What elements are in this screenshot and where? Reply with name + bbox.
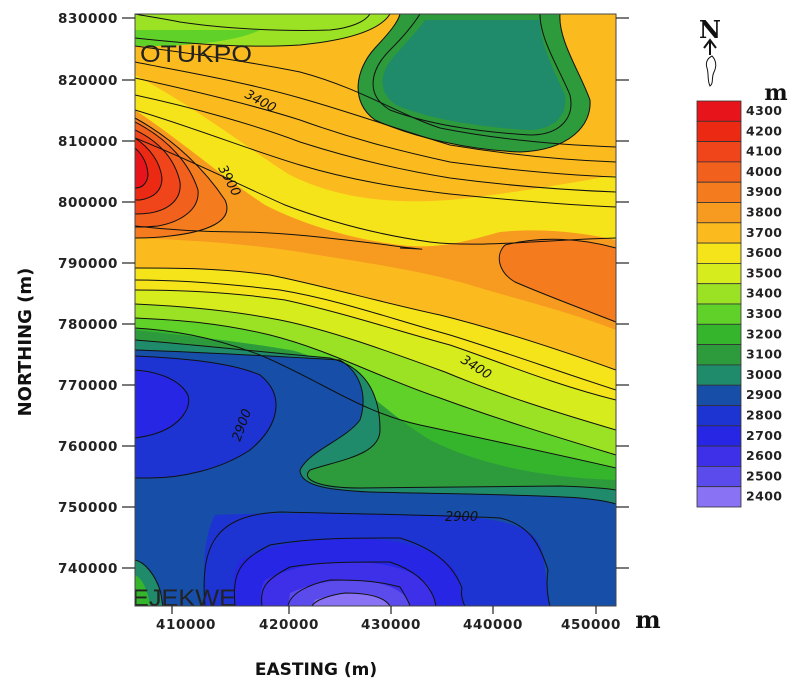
legend-swatch (696, 141, 742, 163)
y-tick-label: 770000 (58, 378, 118, 394)
x-unit-label: m (635, 605, 660, 634)
y-tick-labels: 830000 820000 810000 800000 790000 78000… (58, 11, 118, 577)
legend-label: 2400 (746, 489, 782, 504)
legend-swatch (696, 202, 742, 224)
legend-label: 4000 (746, 164, 782, 179)
legend-label: 2900 (746, 387, 782, 402)
contour-label-2900-lower: 2900 (445, 510, 478, 525)
y-tick-label: 780000 (58, 317, 118, 333)
legend-swatch (696, 364, 742, 386)
x-axis (171, 606, 597, 614)
legend-label: 3800 (746, 205, 782, 220)
legend-swatch (696, 262, 742, 285)
color-legend: 4300 4200 4100 4000 3900 3800 3700 3600 3500 3400… (696, 100, 782, 508)
legend-swatch (696, 303, 742, 325)
legend-label: 3500 (746, 265, 782, 280)
legend-label: 4100 (746, 144, 782, 159)
north-letter: N (699, 15, 721, 44)
legend-label: 2800 (746, 408, 782, 423)
x-tick-label: 410000 (156, 617, 216, 633)
legend-label: 3400 (746, 286, 782, 301)
legend-label: 2600 (746, 448, 782, 463)
legend-label: 4300 (746, 103, 782, 118)
legend-swatch (696, 100, 742, 122)
band-3300-topleft (135, 30, 260, 46)
legend-swatch (696, 486, 742, 508)
y-tick-label: 820000 (58, 73, 118, 89)
band-3100-southwest (135, 575, 150, 606)
legend-label: 3900 (746, 184, 782, 199)
band-3000-north-inner (382, 20, 566, 130)
x-tick-label: 450000 (561, 617, 621, 633)
x-tick-label: 440000 (463, 617, 523, 633)
x-tick-labels: 410000 420000 430000 440000 450000 (156, 617, 621, 633)
legend-label: 3200 (746, 326, 782, 341)
legend-unit: m (764, 80, 787, 106)
place-label-otukpo: OTUKPO (140, 41, 252, 68)
x-tick-label: 430000 (361, 617, 421, 633)
y-axis (122, 17, 629, 569)
legend-label: 2500 (746, 468, 782, 483)
plot-frame (134, 13, 617, 607)
y-tick-label: 790000 (58, 256, 118, 272)
legend-swatch (696, 323, 742, 345)
legend-swatch (696, 242, 742, 264)
y-axis-title: NORTHING (m) (15, 268, 36, 417)
legend-swatch (696, 425, 742, 447)
place-label-ejekwe: EJEKWE (132, 585, 236, 612)
legend-swatch (696, 445, 742, 467)
legend-swatch (696, 161, 742, 183)
legend-label: 3700 (746, 225, 782, 240)
y-tick-label: 810000 (58, 134, 118, 150)
y-tick-label: 740000 (58, 561, 118, 577)
y-tick-label: 750000 (58, 500, 118, 516)
contour-plot-area: 3400 3900 3400 2900 2900 OTUKPO EJEKWE (132, 14, 616, 612)
legend-swatch (696, 120, 742, 143)
band-3900 (135, 118, 616, 322)
band-3800 (135, 110, 616, 330)
legend-swatch (696, 283, 742, 305)
band-2700-west (135, 370, 189, 438)
y-tick-label: 830000 (58, 11, 118, 27)
legend-swatch (696, 405, 742, 427)
legend-label: 4200 (746, 123, 782, 138)
legend-label: 3000 (746, 367, 782, 382)
y-tick-label: 800000 (58, 195, 118, 211)
band-4300 (135, 148, 148, 188)
x-tick-label: 420000 (259, 617, 319, 633)
x-axis-title: EASTING (m) (255, 660, 377, 680)
legend-label: 3300 (746, 306, 782, 321)
legend-label: 3100 (746, 347, 782, 362)
legend-swatch (696, 465, 742, 488)
contour-lines (135, 14, 616, 606)
north-arrow-icon: N (699, 15, 721, 87)
legend-swatch (696, 181, 742, 203)
legend-swatch (696, 344, 742, 366)
legend-label: 3600 (746, 245, 782, 260)
legend-label: 2700 (746, 428, 782, 443)
legend-swatch (696, 222, 742, 244)
legend-swatch (696, 384, 742, 406)
y-tick-label: 760000 (58, 439, 118, 455)
band-2400-south (312, 593, 390, 606)
